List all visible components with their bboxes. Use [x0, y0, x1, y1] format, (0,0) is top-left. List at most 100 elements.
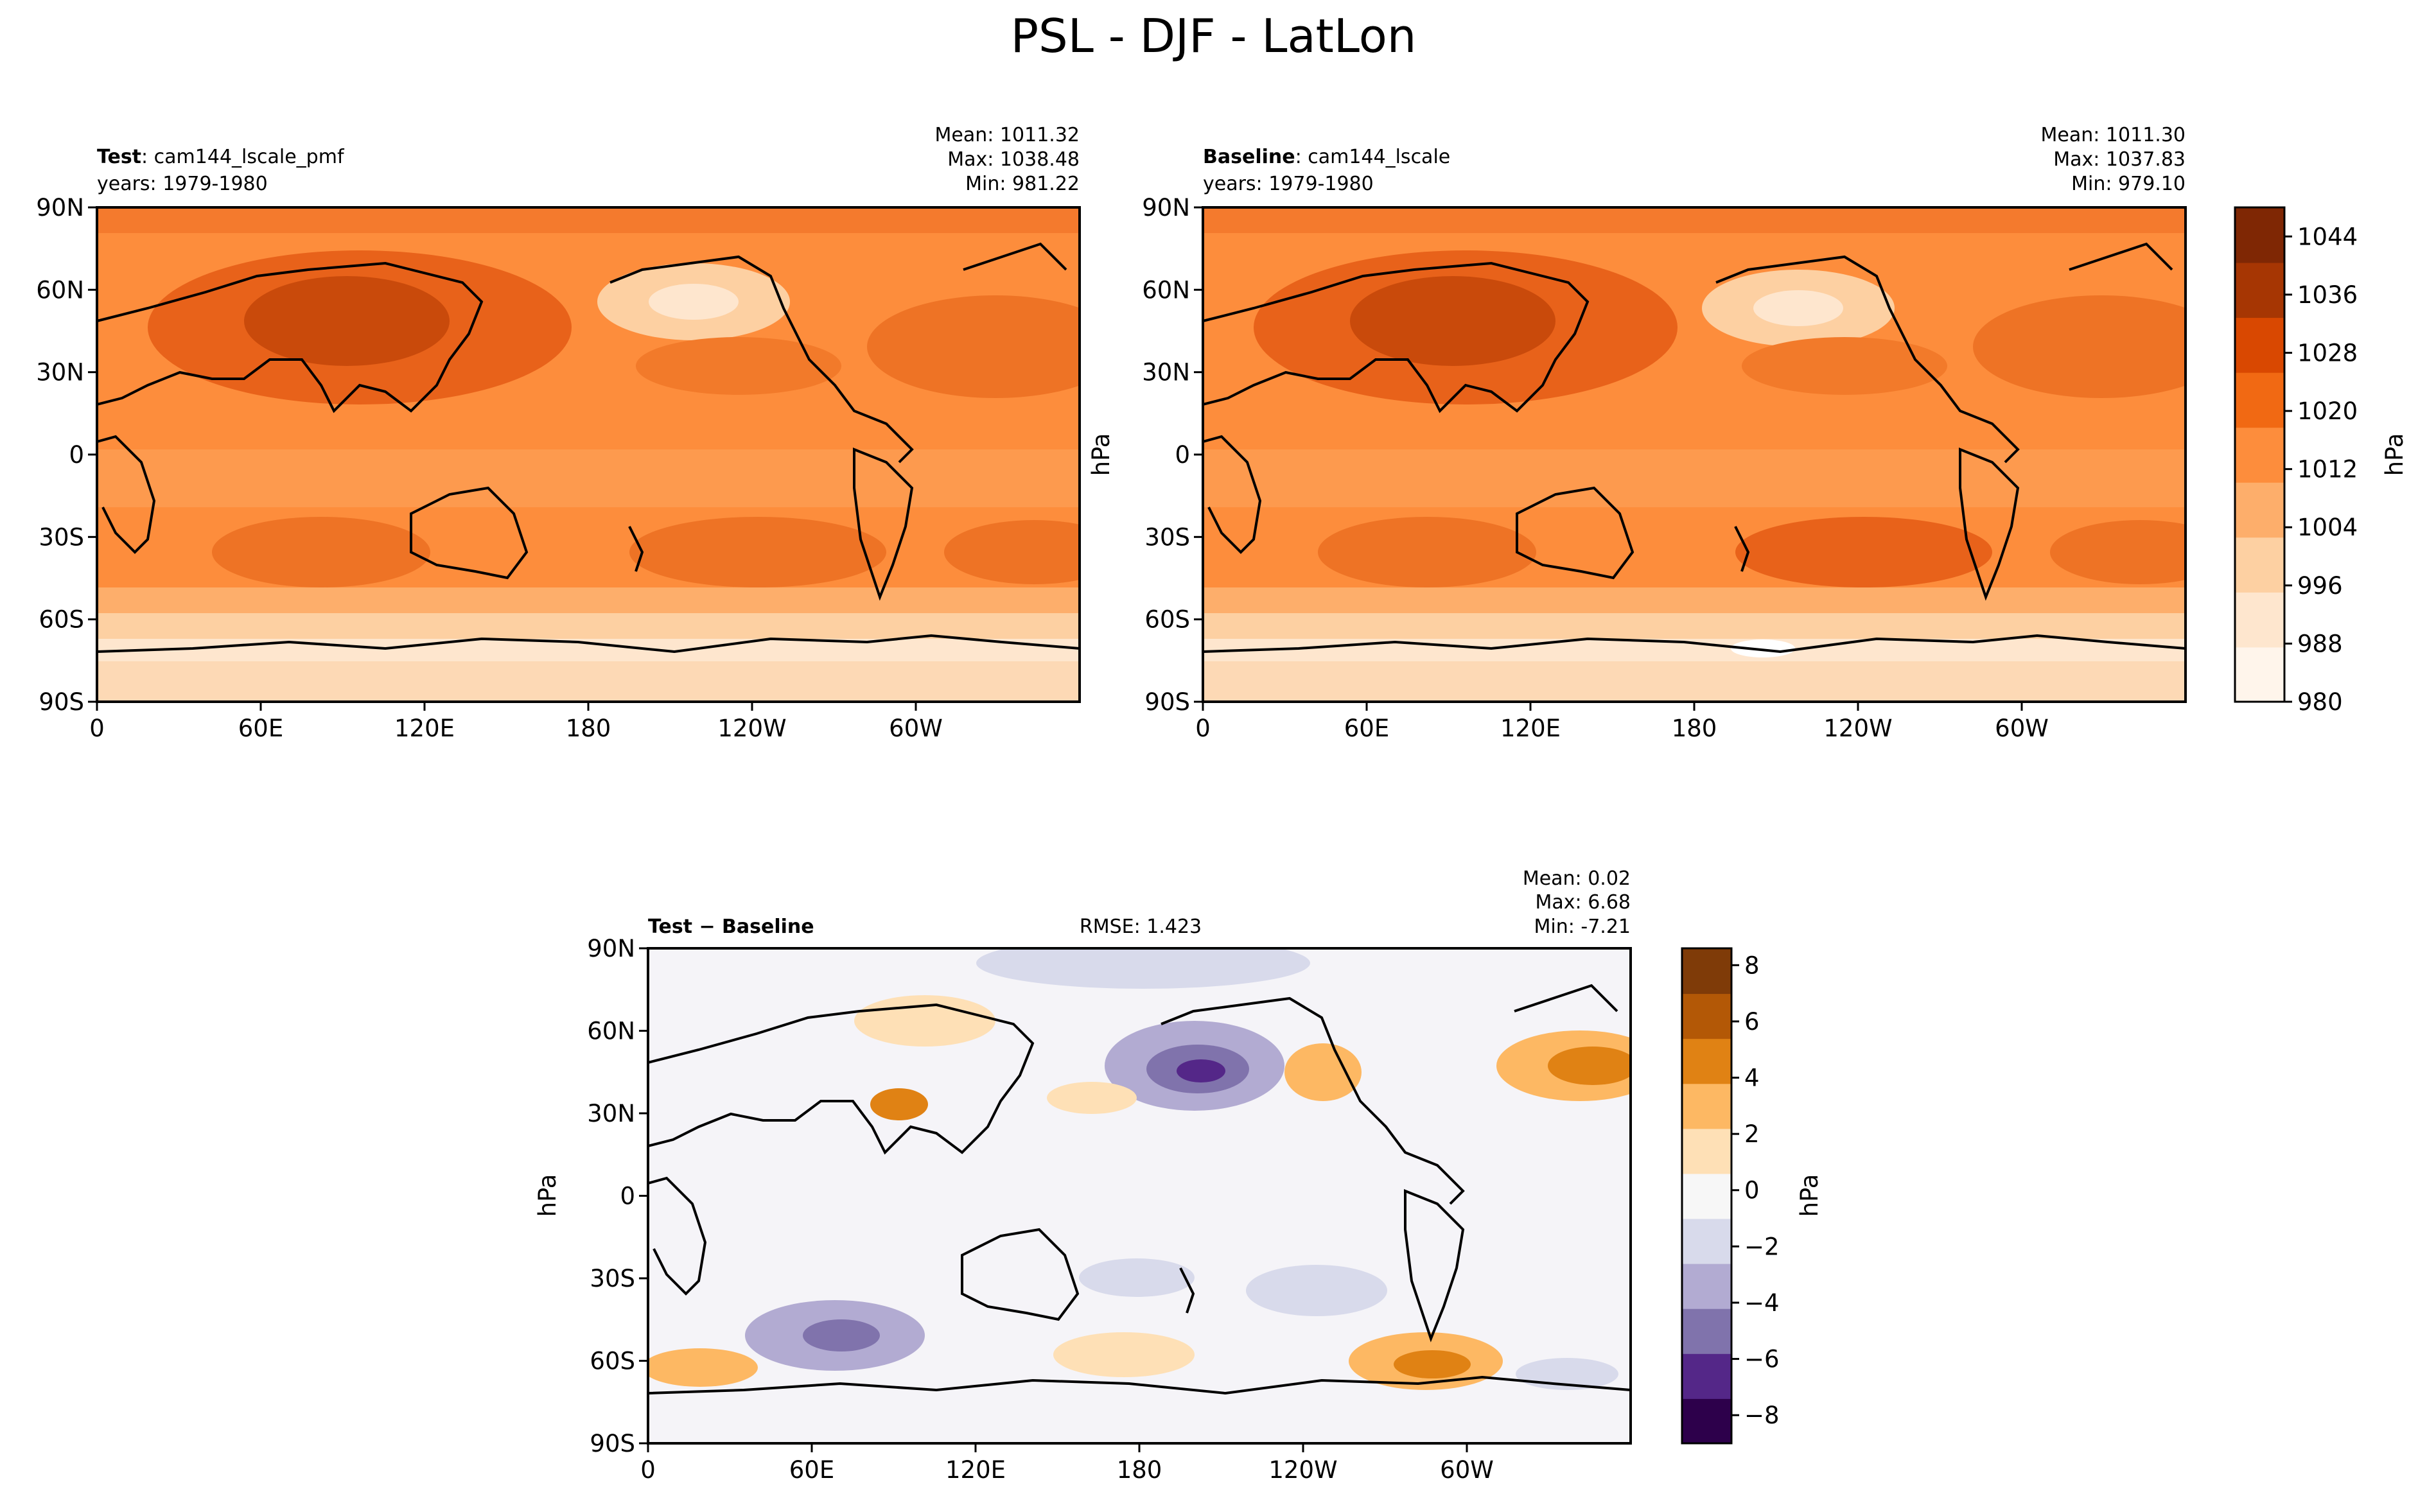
baseline-ytick-label: 90N [1142, 194, 1190, 222]
baseline-ylabel: hPa [1087, 433, 1115, 476]
test-xtick-label: 60E [238, 715, 283, 742]
colorbar-diff-segment [1682, 1038, 1731, 1084]
baseline-pacific-high [1742, 337, 1947, 395]
diff-satl-pos [648, 1348, 758, 1387]
baseline-siberian-core [1350, 276, 1555, 366]
test-ytick-label: 0 [69, 441, 84, 469]
colorbar-diff-segments [1682, 948, 1731, 1444]
diff-atlantic-pos-core [1548, 1047, 1631, 1085]
test-stat-max: Max: 1038.48 [947, 148, 1080, 171]
test-azores-high [867, 295, 1080, 398]
baseline-azores-high [1973, 295, 2186, 398]
baseline-spacific-high [1735, 517, 1992, 587]
test-stats: Mean: 1011.32 Max: 1038.48 Min: 981.22 [935, 124, 1080, 195]
baseline-map [1203, 207, 2186, 702]
baseline-low-spot [1731, 639, 1795, 657]
diff-ytick-label: 90N [587, 935, 635, 962]
colorbar-diff-tick-label: 2 [1744, 1120, 1760, 1148]
colorbar-psl-segment [2235, 317, 2284, 373]
baseline-ytick-label: 60S [1144, 606, 1190, 634]
test-stat-min: Min: 981.22 [965, 173, 1080, 195]
diff-xtick-label: 120E [945, 1456, 1006, 1484]
diff-y-ticks: 90N 60N 30N 0 30S 60S 90S [587, 935, 648, 1457]
colorbar-diff-segment [1682, 1308, 1731, 1354]
colorbar-diff-tick-label: −4 [1744, 1289, 1780, 1317]
test-subtitle: years: 1979-1980 [97, 173, 268, 195]
colorbar-diff-segment [1682, 1173, 1731, 1219]
test-siberian-core [244, 276, 450, 366]
test-ytick-label: 60S [39, 606, 84, 634]
diff-stat-mean: Mean: 0.02 [1523, 867, 1631, 890]
colorbar-diff-tick-label: 6 [1744, 1008, 1760, 1036]
colorbar-diff: 8 6 4 2 0 −2 −4 −6 −8 hPa [1681, 947, 1823, 1445]
baseline-band-1 [1203, 587, 2186, 613]
colorbar-psl-segment [2235, 372, 2284, 428]
diff-ytick-label: 30S [590, 1265, 635, 1292]
diff-stat-min: Min: -7.21 [1534, 916, 1631, 938]
figure-title: PSL - DJF - LatLon [1010, 9, 1417, 63]
baseline-stat-max: Max: 1037.83 [2053, 148, 2186, 171]
diff-title: Test − Baseline [648, 916, 814, 938]
test-title-bold: Test [97, 146, 141, 168]
baseline-arctic-band [1203, 207, 2186, 233]
colorbar-psl-frame [2234, 206, 2286, 703]
diff-siberia-pos [854, 995, 995, 1047]
diff-sa-pos-core [1394, 1350, 1471, 1378]
diff-xtick-label: 120W [1268, 1456, 1337, 1484]
colorbar-diff-tick-label: 8 [1744, 952, 1760, 979]
diff-anomalies [648, 948, 1631, 1390]
test-xtick-label: 120E [394, 715, 455, 742]
baseline-ytick-label: 30S [1144, 523, 1190, 551]
baseline-field-bands [1203, 207, 2186, 702]
test-band-1 [97, 587, 1080, 613]
diff-tibet-pos [870, 1088, 928, 1120]
diff-ytick-label: 30N [587, 1100, 635, 1127]
colorbar-diff-tick-label: −2 [1744, 1233, 1780, 1260]
baseline-equatorial-band [1203, 449, 2186, 507]
baseline-antarctic-inner [1203, 661, 2186, 702]
baseline-aleutian-core [1753, 290, 1843, 326]
colorbar-psl-segment [2235, 427, 2284, 483]
baseline-x-ticks: 0 60E 120E 180 120W 60W [1195, 702, 2049, 742]
baseline-stat-mean: Mean: 1011.30 [2041, 124, 2186, 146]
test-equatorial-band [97, 449, 1080, 507]
test-satlantic-high [944, 520, 1080, 584]
colorbar-psl-tick-label: 1020 [2297, 397, 2358, 425]
baseline-title-bold: Baseline [1203, 146, 1295, 168]
diff-coastlines [648, 984, 1631, 1395]
baseline-xtick-label: 120W [1823, 715, 1892, 742]
diff-soc-pos [1053, 1332, 1195, 1377]
diff-x-ticks: 0 60E 120E 180 120W 60W [640, 1443, 1494, 1484]
baseline-subtitle: years: 1979-1980 [1203, 173, 1374, 195]
baseline-ytick-label: 60N [1142, 276, 1190, 304]
test-aleutian-core [649, 284, 739, 320]
baseline-xtick-label: 0 [1195, 715, 1211, 742]
test-xtick-label: 0 [89, 715, 105, 742]
test-coastlines [97, 242, 1080, 654]
diff-panel: Test − Baseline RMSE: 1.423 Mean: 0.02 M… [534, 867, 1632, 1484]
diff-na-pos [1284, 1043, 1362, 1101]
baseline-xtick-label: 180 [1672, 715, 1717, 742]
colorbar-diff-tick-label: −6 [1744, 1346, 1780, 1373]
test-ytick-label: 30S [39, 523, 84, 551]
baseline-xtick-label: 60E [1344, 715, 1389, 742]
baseline-indian-high [1318, 517, 1536, 587]
diff-ylabel: hPa [534, 1174, 561, 1217]
baseline-xtick-label: 60W [1995, 715, 2049, 742]
baseline-satlantic-high [2050, 520, 2186, 584]
baseline-ytick-label: 0 [1175, 441, 1190, 469]
diff-sindian-neg-core [803, 1319, 880, 1351]
colorbar-psl-segment [2235, 262, 2284, 318]
test-pacific-high [636, 337, 841, 395]
diff-ytick-label: 60N [587, 1018, 635, 1045]
colorbar-psl-tick-label: 980 [2297, 688, 2343, 716]
diff-xtick-label: 60E [789, 1456, 834, 1484]
test-ytick-label: 30N [36, 359, 84, 387]
test-field-bands [97, 207, 1080, 702]
colorbar-psl-ticks: 1044 1036 1028 1020 1012 1004 996 988 980 [2284, 223, 2358, 716]
diff-arctic-neg [976, 948, 1310, 989]
baseline-panel: Baseline: cam144_lscale years: 1979-1980… [1087, 124, 2187, 742]
test-title-rest: : cam144_lscale_pmf [141, 146, 345, 168]
colorbar-psl-segment [2235, 647, 2284, 702]
baseline-ytick-label: 90S [1144, 688, 1190, 716]
